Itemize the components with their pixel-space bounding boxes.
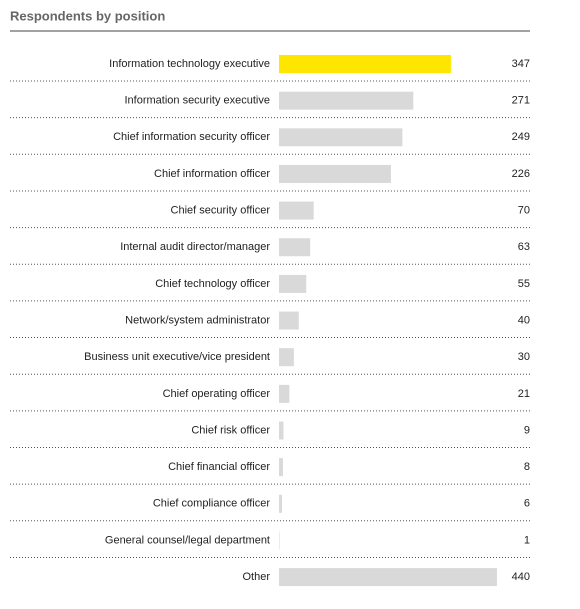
bar	[279, 384, 290, 403]
category-label: Business unit executive/vice president	[84, 351, 270, 363]
value-label: 30	[518, 351, 530, 363]
bar	[279, 348, 294, 367]
value-label: 440	[512, 571, 530, 583]
category-label: Chief security officer	[171, 205, 271, 217]
bar	[279, 128, 403, 147]
category-label: Chief information security officer	[113, 131, 270, 143]
value-label: 63	[518, 241, 530, 253]
chart-title: Respondents by position	[10, 8, 165, 23]
value-label: 40	[518, 314, 530, 326]
value-label: 271	[512, 95, 530, 107]
value-label: 8	[524, 461, 530, 473]
category-label: Chief compliance officer	[153, 498, 271, 510]
bar	[279, 421, 284, 440]
value-label: 226	[512, 168, 530, 180]
category-label: Chief risk officer	[191, 424, 270, 436]
value-label: 9	[524, 424, 530, 436]
category-label: Chief operating officer	[163, 388, 271, 400]
bar	[279, 201, 314, 220]
value-label: 21	[518, 388, 530, 400]
bar	[279, 238, 311, 257]
category-label: Information technology executive	[109, 58, 270, 70]
category-label: Information security executive	[124, 95, 270, 107]
category-label: Network/system administrator	[125, 314, 270, 326]
category-label: Other	[242, 571, 270, 583]
category-label: Internal audit director/manager	[120, 241, 270, 253]
bar	[279, 568, 497, 587]
bar	[279, 458, 283, 477]
category-label: Chief technology officer	[155, 278, 270, 290]
value-label: 347	[512, 58, 530, 70]
value-label: 55	[518, 278, 530, 290]
bar	[279, 274, 307, 293]
category-label: General counsel/legal department	[105, 534, 270, 546]
category-label: Chief information officer	[154, 168, 270, 180]
bar	[279, 311, 299, 330]
bar	[279, 164, 391, 183]
bar	[279, 494, 282, 513]
value-label: 6	[524, 498, 530, 510]
value-label: 1	[524, 534, 530, 546]
value-label: 249	[512, 131, 530, 143]
category-label: Chief financial officer	[168, 461, 270, 473]
bar	[279, 91, 414, 110]
bar	[279, 55, 451, 73]
value-label: 70	[518, 205, 530, 217]
